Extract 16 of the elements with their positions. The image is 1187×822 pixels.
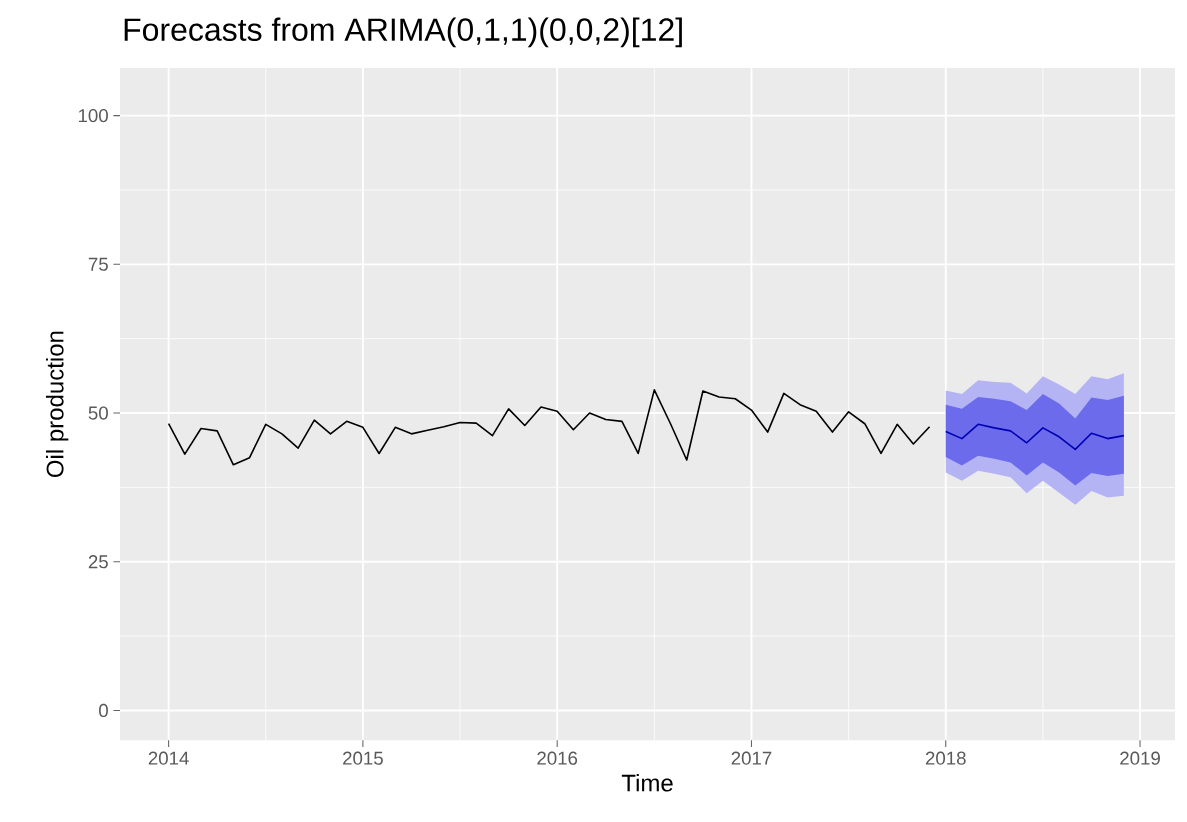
x-tick-label: 2014 xyxy=(148,751,189,766)
x-tick-label: 2019 xyxy=(1120,751,1160,766)
x-axis-title: Time xyxy=(621,774,673,792)
y-tick-label: 0 xyxy=(99,704,108,718)
chart-title: Forecasts from ARIMA(0,1,1)(0,0,2)[12] xyxy=(124,17,682,48)
y-tick-label: 50 xyxy=(88,406,108,420)
y-axis-title: Oil production xyxy=(45,331,69,478)
line-series xyxy=(944,423,1125,451)
line-series xyxy=(167,389,931,466)
x-tick-label: 2017 xyxy=(731,751,772,766)
x-tick-label: 2016 xyxy=(537,751,578,766)
x-tick-label: 2018 xyxy=(925,751,966,766)
y-tick-label: 25 xyxy=(88,555,108,569)
x-tick-label: 2015 xyxy=(343,751,383,766)
y-tick-label: 75 xyxy=(88,258,108,272)
y-tick-label: 100 xyxy=(78,109,108,123)
